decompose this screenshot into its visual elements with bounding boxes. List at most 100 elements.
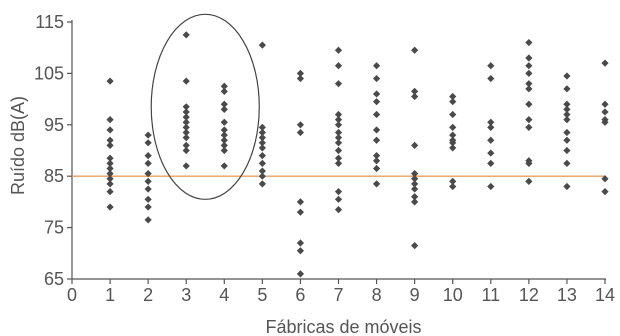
x-tick-label: 4 bbox=[219, 285, 229, 305]
data-point bbox=[144, 139, 152, 147]
data-point bbox=[487, 159, 495, 167]
data-point bbox=[334, 146, 343, 155]
data-point bbox=[411, 241, 419, 250]
data-point bbox=[106, 180, 114, 188]
data-point bbox=[449, 92, 457, 101]
data-point bbox=[411, 185, 419, 193]
data-point bbox=[220, 118, 228, 126]
data-point bbox=[449, 131, 457, 139]
data-point bbox=[411, 87, 419, 95]
data-point bbox=[334, 80, 343, 88]
data-point bbox=[144, 177, 152, 185]
data-point bbox=[334, 116, 343, 124]
x-tick-label: 5 bbox=[257, 285, 267, 305]
data-point bbox=[220, 100, 228, 108]
data-point bbox=[372, 180, 381, 188]
data-point bbox=[487, 123, 495, 131]
data-point bbox=[563, 85, 571, 93]
data-point bbox=[182, 31, 190, 39]
data-point bbox=[449, 177, 457, 185]
data-point bbox=[220, 82, 228, 90]
data-point bbox=[296, 121, 305, 129]
data-point bbox=[182, 162, 190, 170]
data-point bbox=[144, 195, 152, 203]
x-tick-label: 14 bbox=[595, 285, 615, 305]
data-point bbox=[144, 185, 152, 193]
data-point bbox=[296, 239, 305, 247]
data-point bbox=[563, 146, 571, 155]
data-point bbox=[106, 136, 114, 144]
data-point bbox=[106, 116, 114, 124]
data-point bbox=[296, 69, 305, 77]
data-point bbox=[258, 167, 266, 175]
data-point bbox=[449, 98, 457, 106]
data-point bbox=[563, 72, 571, 80]
data-point bbox=[182, 134, 190, 142]
data-point bbox=[182, 146, 190, 155]
data-point bbox=[296, 198, 305, 206]
data-point bbox=[182, 108, 190, 116]
data-point bbox=[334, 134, 343, 142]
data-point bbox=[182, 77, 190, 85]
data-point bbox=[296, 208, 305, 216]
data-point bbox=[334, 110, 343, 119]
data-point bbox=[220, 141, 228, 149]
data-point bbox=[258, 139, 266, 147]
data-point bbox=[563, 128, 571, 137]
data-point bbox=[334, 139, 343, 147]
x-tick-label: 11 bbox=[481, 285, 500, 305]
data-point bbox=[144, 203, 152, 211]
data-point bbox=[563, 182, 571, 191]
x-axis-ticks: 0 1 2 3 4 5 6 7 8 9 10 11 12 13 14 bbox=[67, 279, 615, 305]
data-point bbox=[334, 154, 343, 162]
data-point bbox=[372, 90, 381, 98]
data-point bbox=[601, 59, 609, 67]
x-tick-label: 3 bbox=[181, 285, 191, 305]
y-tick-label: 75 bbox=[44, 218, 64, 238]
data-point bbox=[106, 203, 114, 211]
data-point bbox=[525, 159, 533, 167]
x-axis-label: Fábricas de móveis bbox=[265, 317, 421, 336]
data-point bbox=[563, 105, 571, 113]
y-tick-label: 85 bbox=[44, 166, 64, 186]
data-point bbox=[334, 46, 343, 54]
data-point bbox=[258, 172, 266, 180]
data-point bbox=[106, 126, 114, 134]
data-point bbox=[525, 123, 533, 131]
data-point bbox=[372, 74, 381, 83]
y-tick-label: 65 bbox=[44, 269, 64, 289]
data-point bbox=[411, 141, 419, 149]
data-point bbox=[487, 136, 495, 144]
data-point bbox=[182, 128, 190, 137]
data-point bbox=[411, 46, 419, 54]
data-point bbox=[182, 141, 190, 149]
data-point bbox=[106, 154, 114, 162]
x-tick-label: 13 bbox=[557, 285, 577, 305]
y-axis-label: Ruído dB(A) bbox=[8, 96, 28, 195]
data-point bbox=[144, 159, 152, 167]
data-point bbox=[334, 159, 343, 167]
data-point bbox=[563, 159, 571, 167]
data-point bbox=[487, 118, 495, 126]
data-point bbox=[106, 170, 114, 178]
data-point bbox=[144, 216, 152, 224]
data-point bbox=[411, 175, 419, 183]
data-point bbox=[106, 159, 114, 167]
data-point bbox=[487, 182, 495, 191]
data-point bbox=[487, 74, 495, 83]
data-point bbox=[372, 136, 381, 144]
data-points bbox=[106, 31, 609, 278]
data-point bbox=[601, 188, 609, 196]
data-point bbox=[411, 198, 419, 206]
data-point bbox=[258, 180, 266, 188]
data-point bbox=[525, 80, 533, 88]
x-tick-label: 10 bbox=[443, 285, 463, 305]
data-point bbox=[334, 206, 343, 214]
data-point bbox=[563, 136, 571, 144]
data-point bbox=[106, 141, 114, 149]
x-tick-label: 8 bbox=[372, 285, 382, 305]
data-point bbox=[258, 134, 266, 142]
data-point bbox=[220, 131, 228, 139]
y-axis-ticks: 65 75 85 95 105 115 bbox=[34, 12, 72, 289]
